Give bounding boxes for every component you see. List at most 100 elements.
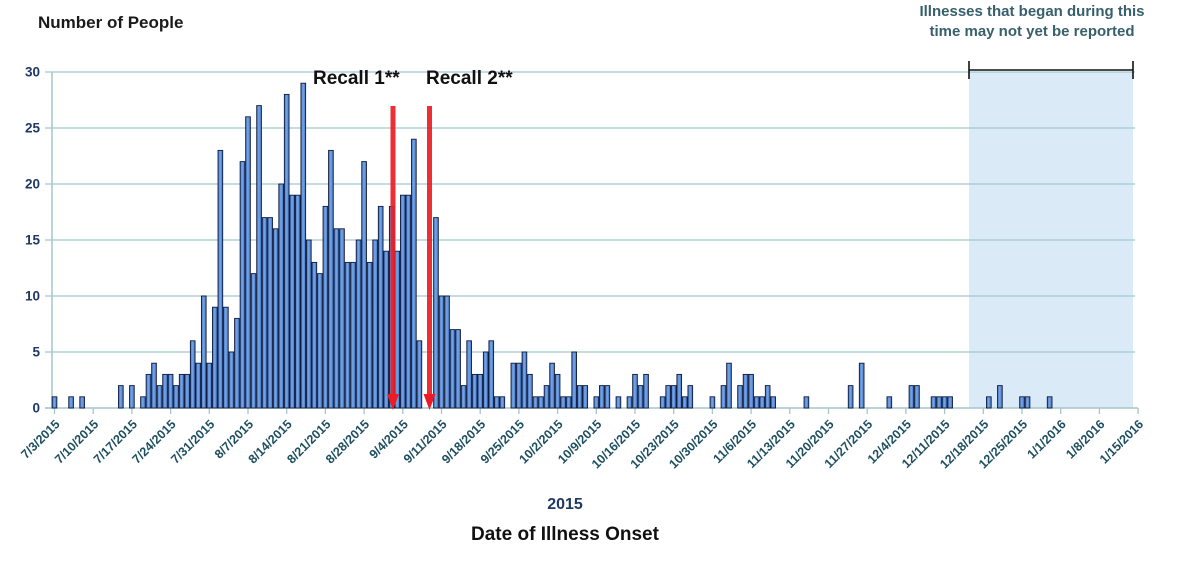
bar bbox=[278, 183, 284, 409]
bar bbox=[377, 205, 384, 409]
bar bbox=[449, 329, 456, 409]
bar bbox=[372, 239, 378, 409]
bar bbox=[322, 205, 329, 409]
bar bbox=[317, 273, 323, 409]
bar bbox=[328, 149, 334, 409]
bar bbox=[532, 396, 539, 409]
y-axis-tick-labels: 0 5 10 15 20 25 30 bbox=[25, 65, 41, 416]
bar bbox=[516, 362, 522, 409]
bar bbox=[333, 228, 340, 409]
bar bbox=[195, 362, 202, 409]
bar bbox=[145, 373, 152, 409]
bar bbox=[936, 396, 942, 409]
bar bbox=[256, 105, 262, 409]
bar bbox=[986, 396, 992, 409]
bar bbox=[908, 385, 915, 409]
bar bbox=[300, 82, 307, 409]
bar bbox=[477, 373, 484, 409]
bar bbox=[626, 396, 633, 409]
bar bbox=[79, 396, 85, 409]
y-tick-label: 30 bbox=[25, 65, 40, 80]
bar bbox=[687, 385, 694, 409]
bar bbox=[118, 385, 124, 409]
recall-2-label: Recall 2** bbox=[426, 68, 513, 89]
bar bbox=[438, 295, 445, 409]
bar bbox=[156, 385, 163, 409]
bar bbox=[355, 239, 362, 409]
bar bbox=[538, 396, 544, 409]
bar bbox=[499, 396, 506, 409]
bar bbox=[206, 362, 213, 409]
bar bbox=[344, 261, 351, 409]
bar bbox=[1019, 396, 1025, 409]
x-tick-label: 1/1/2016 bbox=[1025, 417, 1069, 461]
x-axis-year-label: 2015 bbox=[547, 496, 583, 513]
bar bbox=[643, 373, 649, 409]
bar bbox=[637, 385, 644, 409]
bar bbox=[162, 373, 168, 409]
bar bbox=[886, 396, 893, 409]
bar bbox=[726, 362, 732, 409]
bar bbox=[554, 373, 561, 409]
bar bbox=[189, 340, 196, 409]
bar bbox=[294, 194, 301, 409]
bar bbox=[466, 340, 472, 409]
not-yet-reported-annotation: Illnesses that began during this time ma… bbox=[872, 2, 1184, 42]
bar bbox=[709, 396, 716, 409]
bar bbox=[858, 362, 865, 409]
bar bbox=[178, 373, 185, 409]
bar bbox=[527, 373, 533, 409]
bar bbox=[350, 261, 356, 409]
annotation-line-1: Illnesses that began during this bbox=[919, 3, 1145, 20]
bar bbox=[482, 351, 489, 409]
bar bbox=[599, 385, 605, 409]
bar bbox=[742, 373, 749, 409]
bar bbox=[676, 373, 683, 409]
bar bbox=[129, 385, 135, 409]
bar bbox=[471, 373, 478, 409]
bar bbox=[764, 385, 771, 409]
bar bbox=[405, 194, 412, 409]
bar bbox=[930, 396, 937, 409]
annotation-line-2: time may not yet be reported bbox=[929, 23, 1135, 40]
bar bbox=[941, 396, 948, 409]
bar bbox=[659, 396, 666, 409]
daily-case-bars bbox=[51, 82, 1053, 409]
bar bbox=[571, 351, 577, 409]
bar bbox=[748, 373, 754, 409]
bar bbox=[361, 161, 367, 409]
recall-1-line bbox=[387, 106, 399, 410]
bar bbox=[615, 396, 622, 409]
x-axis-title: Date of Illness Onset bbox=[471, 524, 659, 545]
bar bbox=[576, 385, 583, 409]
bar bbox=[847, 385, 854, 409]
bar bbox=[593, 396, 600, 409]
bar bbox=[493, 396, 500, 409]
bar bbox=[223, 306, 229, 409]
bar bbox=[565, 396, 572, 409]
bar bbox=[510, 362, 517, 409]
bar bbox=[173, 385, 179, 409]
bar bbox=[670, 385, 677, 409]
bar bbox=[68, 396, 74, 409]
bar bbox=[250, 273, 257, 409]
bar bbox=[1024, 396, 1031, 409]
bar bbox=[549, 362, 555, 409]
bar bbox=[753, 396, 760, 409]
bar bbox=[140, 396, 146, 409]
bar bbox=[383, 250, 390, 409]
bar bbox=[366, 261, 373, 409]
bar bbox=[394, 250, 401, 409]
bar bbox=[283, 93, 290, 409]
bar bbox=[560, 396, 566, 409]
bar bbox=[416, 340, 423, 409]
bar bbox=[184, 373, 190, 409]
bar bbox=[411, 138, 417, 409]
bar bbox=[212, 306, 218, 409]
y-axis-title: Number of People bbox=[38, 13, 184, 32]
bar bbox=[604, 385, 611, 409]
bar bbox=[665, 385, 671, 409]
x-axis-tick-labels: 7/3/20157/10/20157/17/20157/24/20157/31/… bbox=[18, 417, 1146, 471]
